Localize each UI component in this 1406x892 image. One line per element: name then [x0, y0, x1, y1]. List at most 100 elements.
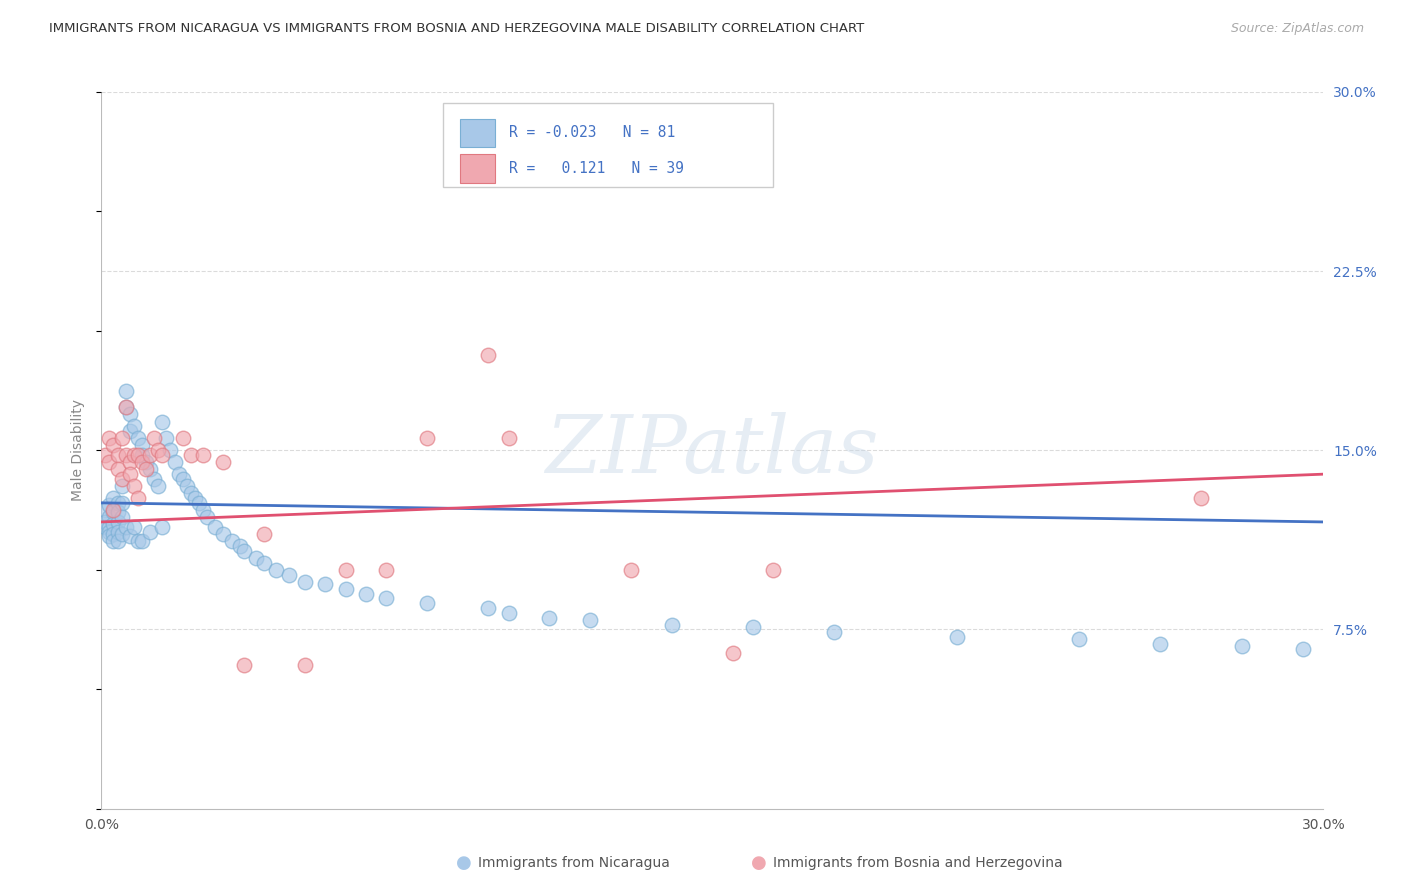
Point: [94, 503, 117, 517]
Point: [212, 527, 235, 541]
Point: [335, 582, 357, 596]
Point: [354, 587, 377, 601]
Point: [253, 556, 276, 570]
Point: [103, 517, 125, 532]
Point: [114, 448, 136, 462]
Point: [150, 448, 173, 462]
Point: [98, 455, 121, 469]
Point: [204, 520, 226, 534]
Point: [131, 448, 153, 462]
Point: [143, 431, 166, 445]
Text: ZIPatlas: ZIPatlas: [546, 411, 879, 489]
Point: [314, 577, 336, 591]
Point: [148, 479, 170, 493]
Point: [155, 431, 177, 445]
Point: [163, 455, 186, 469]
Point: [122, 419, 145, 434]
Point: [188, 496, 211, 510]
Point: [94, 448, 117, 462]
Text: IMMIGRANTS FROM NICARAGUA VS IMMIGRANTS FROM BOSNIA AND HERZEGOVINA MALE DISABIL: IMMIGRANTS FROM NICARAGUA VS IMMIGRANTS …: [49, 22, 865, 36]
Point: [1067, 632, 1090, 646]
Point: [103, 505, 125, 519]
Point: [107, 496, 129, 510]
Point: [335, 563, 357, 577]
Point: [824, 624, 846, 639]
Point: [294, 574, 316, 589]
Point: [150, 520, 173, 534]
Point: [127, 431, 149, 445]
Text: R =   0.121   N = 39: R = 0.121 N = 39: [509, 161, 683, 176]
Point: [107, 505, 129, 519]
Point: [107, 462, 129, 476]
Text: Immigrants from Bosnia and Herzegovina: Immigrants from Bosnia and Herzegovina: [773, 856, 1063, 871]
Point: [127, 448, 149, 462]
Point: [294, 658, 316, 673]
Point: [945, 630, 967, 644]
Point: [107, 515, 129, 529]
Point: [277, 567, 299, 582]
Point: [135, 455, 157, 469]
Point: [98, 524, 121, 539]
Point: [139, 448, 162, 462]
Point: [1292, 641, 1315, 656]
Point: [253, 527, 276, 541]
Point: [1189, 491, 1212, 505]
Point: [143, 472, 166, 486]
Text: ●: ●: [456, 855, 472, 872]
Point: [150, 415, 173, 429]
Point: [98, 498, 121, 512]
Point: [477, 601, 499, 615]
Point: [172, 431, 194, 445]
Point: [110, 479, 132, 493]
Point: [118, 529, 141, 543]
Point: [131, 534, 153, 549]
Point: [114, 384, 136, 398]
Point: [221, 534, 243, 549]
Point: [176, 479, 198, 493]
Point: [131, 438, 153, 452]
Point: [118, 424, 141, 438]
Point: [661, 617, 683, 632]
Point: [98, 520, 121, 534]
Point: [245, 550, 267, 565]
Point: [118, 455, 141, 469]
Point: [762, 563, 785, 577]
Point: [742, 620, 765, 634]
Point: [114, 401, 136, 415]
Point: [416, 596, 439, 610]
Point: [172, 472, 194, 486]
Point: [98, 431, 121, 445]
Point: [122, 448, 145, 462]
Point: [98, 529, 121, 543]
Y-axis label: Male Disability: Male Disability: [72, 400, 86, 501]
Point: [114, 401, 136, 415]
Point: [232, 543, 254, 558]
Point: [232, 658, 254, 673]
Point: [538, 610, 561, 624]
Point: [122, 479, 145, 493]
Point: [579, 613, 602, 627]
Point: [110, 472, 132, 486]
Point: [191, 448, 214, 462]
Point: [127, 534, 149, 549]
Point: [110, 510, 132, 524]
Point: [416, 431, 439, 445]
Point: [498, 431, 520, 445]
Point: [375, 563, 398, 577]
Point: [1230, 639, 1253, 653]
Point: [118, 408, 141, 422]
Point: [167, 467, 190, 482]
Point: [477, 348, 499, 362]
Point: [103, 534, 125, 549]
Point: [228, 539, 250, 553]
Point: [103, 491, 125, 505]
Point: [94, 520, 117, 534]
Point: [180, 448, 202, 462]
Point: [620, 563, 643, 577]
Point: [375, 591, 398, 606]
Point: [110, 527, 132, 541]
Point: [110, 431, 132, 445]
Point: [721, 646, 744, 660]
Point: [103, 438, 125, 452]
Point: [195, 510, 218, 524]
